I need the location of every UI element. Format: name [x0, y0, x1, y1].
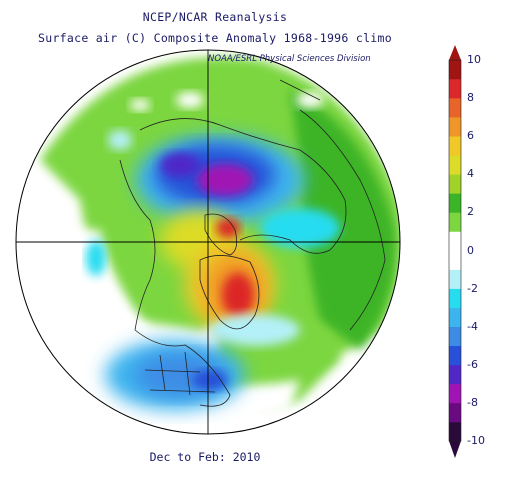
coastlines	[119, 79, 386, 407]
colorbar-top-arrow	[449, 45, 461, 60]
colorbar-cell	[449, 193, 461, 213]
colorbar-cell	[449, 60, 461, 80]
colorbar-cell	[449, 402, 461, 423]
colorbar-tick-label: -4	[467, 319, 478, 333]
colorbar-tick-label: 10	[467, 53, 481, 66]
colorbar-cell	[449, 326, 461, 347]
colorbar-cell	[449, 307, 461, 327]
colorbar-tick-label: 6	[467, 129, 474, 143]
colorbar-frame	[448, 59, 462, 442]
colorbar-tick-label: 8	[467, 91, 474, 105]
colorbar-tick-label: -2	[467, 281, 478, 295]
colorbar-tick-label: 2	[467, 205, 474, 219]
colorbar-cell	[449, 155, 461, 175]
credit-text: NOAA/ESRL Physical Sciences Division	[208, 54, 371, 64]
colorbar-cell	[449, 288, 461, 308]
colorbar-cell	[449, 79, 461, 99]
colorbar-tick-label: -10	[467, 434, 485, 447]
colorbar-cell	[449, 231, 461, 251]
map-subtitle: Surface air (C) Composite Anomaly 1968-1…	[38, 31, 392, 45]
map-title: NCEP/NCAR Reanalysis	[142, 10, 288, 24]
colorbar-cell	[449, 345, 461, 366]
season-label: Dec to Feb: 2010	[149, 450, 261, 464]
colorbar-tick-label: 4	[467, 167, 474, 181]
colorbar-cell	[449, 212, 461, 232]
colorbar-tick-label: -6	[467, 357, 478, 371]
map-boundary	[15, 49, 401, 435]
colorbar-cell	[449, 364, 461, 385]
colorbar-tick-label: 0	[467, 243, 474, 257]
colorbar-tick-label: -8	[467, 395, 478, 409]
colorbar-cell	[449, 136, 461, 156]
colorbar-cell	[449, 250, 461, 270]
colorbar-cell	[449, 174, 461, 194]
colorbar-cell	[449, 421, 461, 442]
colorbar-cell	[449, 383, 461, 404]
colorbar-cell	[449, 269, 461, 289]
colorbar-bottom-arrow	[449, 441, 461, 458]
colorbar-cell	[449, 117, 461, 137]
colorbar-cell	[449, 98, 461, 118]
